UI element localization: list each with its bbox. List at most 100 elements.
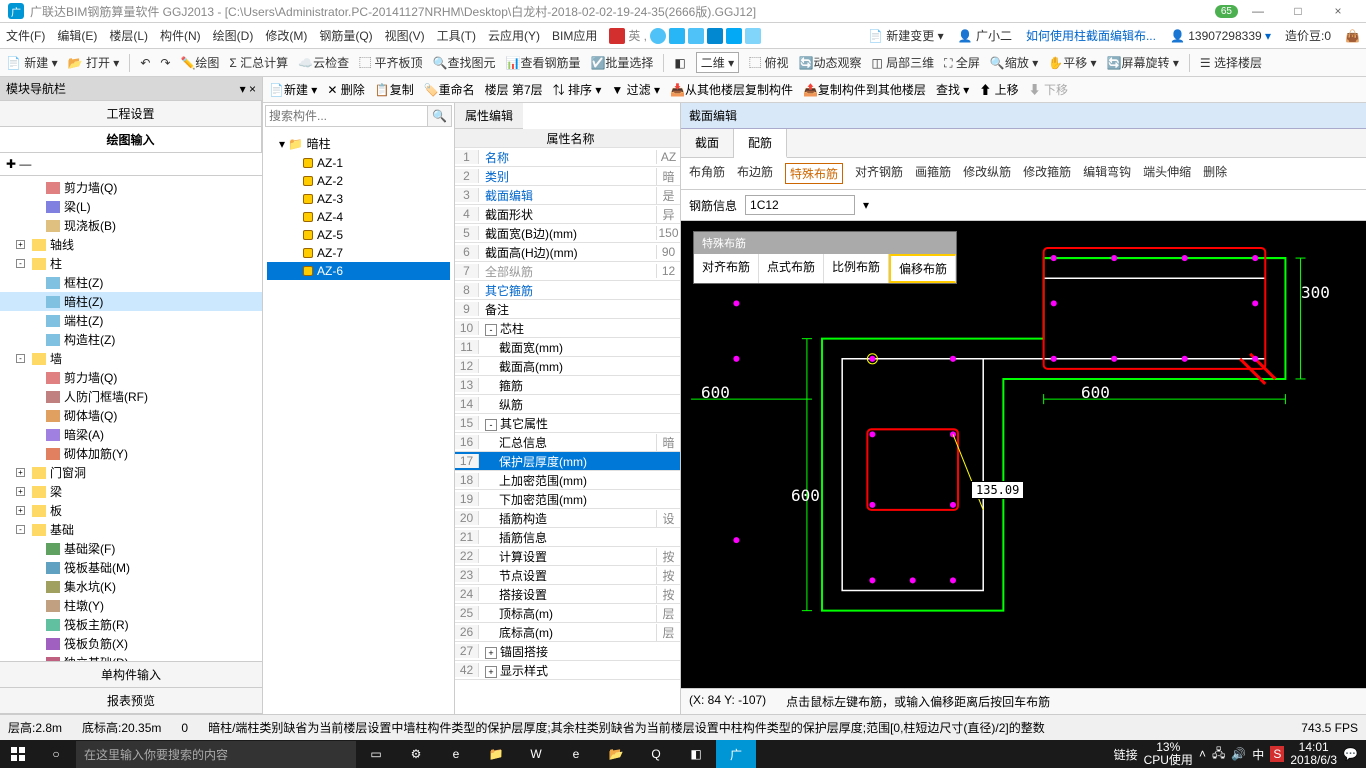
menu-file[interactable]: 文件(F) (6, 27, 45, 44)
close-button[interactable]: × (1318, 4, 1358, 18)
prop-row[interactable]: 16汇总信息暗 (455, 433, 680, 452)
prop-row[interactable]: 10-芯柱 (455, 319, 680, 338)
tb2-copyto[interactable]: 📤复制构件到其他楼层 (803, 81, 926, 98)
tb-nav-icon[interactable]: ◧ (674, 56, 685, 70)
menu-floor[interactable]: 楼层(L) (109, 27, 148, 44)
prop-row[interactable]: 25顶标高(m)层 (455, 604, 680, 623)
tb-new[interactable]: 📄 新建 ▾ (6, 54, 58, 71)
tree-item[interactable]: -墙 (0, 349, 262, 368)
tb-orbit[interactable]: 🔄动态观察 (799, 54, 862, 71)
tree-item[interactable]: 端柱(Z) (0, 311, 262, 330)
coin-icon[interactable]: 👜 (1345, 29, 1360, 43)
tb2-rename[interactable]: 🏷️重命名 (424, 81, 475, 98)
prop-row[interactable]: 4截面形状异 (455, 205, 680, 224)
menu-edit[interactable]: 编辑(E) (57, 27, 97, 44)
app-icon-5[interactable]: e (556, 740, 596, 768)
tree-item[interactable]: +梁 (0, 482, 262, 501)
cvtb-item[interactable]: 端头伸缩 (1143, 163, 1191, 184)
az-item[interactable]: AZ-3 (267, 190, 450, 208)
app-icon-4[interactable]: W (516, 740, 556, 768)
cvtb-item[interactable]: 布边筋 (737, 163, 773, 184)
tree-item[interactable]: 构造柱(Z) (0, 330, 262, 349)
menu-cloud[interactable]: 云应用(Y) (488, 27, 540, 44)
tree-item[interactable]: -柱 (0, 254, 262, 273)
prop-row[interactable]: 20插筋构造设 (455, 509, 680, 528)
tray-ime-icon[interactable]: 中 (1252, 746, 1264, 763)
tab-project[interactable]: 工程设置 (0, 101, 262, 126)
prop-row[interactable]: 17保护层厚度(mm) (455, 452, 680, 471)
tb-open[interactable]: 📂 打开 ▾ (68, 54, 120, 71)
ime-icon-7[interactable] (745, 28, 761, 44)
az-item[interactable]: AZ-1 (267, 154, 450, 172)
tb2-floor[interactable]: 楼层 第7层 (485, 81, 543, 98)
search-button[interactable]: 🔍 (427, 106, 451, 126)
tb2-copy[interactable]: 📋复制 (375, 81, 414, 98)
cortana-icon[interactable]: ○ (36, 740, 76, 768)
ime-icon-2[interactable] (650, 28, 666, 44)
tree-item[interactable]: 砌体加筋(Y) (0, 444, 262, 463)
tree-item[interactable]: 筏板主筋(R) (0, 615, 262, 634)
cvtb-item[interactable]: 修改纵筋 (963, 163, 1011, 184)
menu-view[interactable]: 视图(V) (385, 27, 425, 44)
az-list[interactable]: ▾ 📁 暗柱AZ-1AZ-2AZ-3AZ-4AZ-5AZ-7AZ-6 (263, 129, 454, 714)
minimize-button[interactable]: — (1238, 4, 1278, 18)
prop-row[interactable]: 13箍筋 (455, 376, 680, 395)
app-icon-1[interactable]: ⚙ (396, 740, 436, 768)
tb-full[interactable]: ⛶ 全屏 (944, 54, 980, 71)
tb-rotate[interactable]: 🔄屏幕旋转 ▾ (1107, 54, 1179, 71)
tb-sum[interactable]: Σ 汇总计算 (229, 54, 288, 71)
az-item[interactable]: AZ-6 (267, 262, 450, 280)
tree-item[interactable]: 集水坑(K) (0, 577, 262, 596)
prop-row[interactable]: 22计算设置按 (455, 547, 680, 566)
tray-vol-icon[interactable]: 🔊 (1231, 747, 1246, 761)
tb-pan[interactable]: ✋平移 ▾ (1048, 54, 1096, 71)
tree-item[interactable]: 剪力墙(Q) (0, 178, 262, 197)
start-button[interactable] (0, 740, 36, 768)
tree-item[interactable]: 砌体墙(Q) (0, 406, 262, 425)
tb2-up[interactable]: ⬆ 上移 (979, 81, 1018, 98)
tb2-sort[interactable]: ⇅ 排序 ▾ (553, 81, 602, 98)
az-item[interactable]: AZ-4 (267, 208, 450, 226)
popup-item[interactable]: 偏移布筋 (889, 254, 956, 283)
cvtb-item[interactable]: 删除 (1203, 163, 1227, 184)
tray-link[interactable]: 链接 (1114, 746, 1138, 763)
app-icon-2[interactable]: e (436, 740, 476, 768)
prop-row[interactable]: 3截面编辑是 (455, 186, 680, 205)
prop-row[interactable]: 23节点设置按 (455, 566, 680, 585)
property-grid[interactable]: 1名称AZ2类别暗3截面编辑是4截面形状异5截面宽(B边)(mm)1506截面高… (455, 148, 680, 714)
measure-input[interactable]: 135.09 (971, 481, 1024, 499)
popup-item[interactable]: 比例布筋 (824, 254, 889, 283)
search-input[interactable] (266, 106, 427, 126)
prop-row[interactable]: 8其它箍筋 (455, 281, 680, 300)
tray-notif-icon[interactable]: 💬 (1343, 747, 1358, 761)
tree-item[interactable]: -基础 (0, 520, 262, 539)
app-icon-7[interactable]: Q (636, 740, 676, 768)
prop-row[interactable]: 12截面高(mm) (455, 357, 680, 376)
tree-item[interactable]: 筏板负筋(X) (0, 634, 262, 653)
tb-2d-combo[interactable]: 二维 ▾ (696, 52, 739, 73)
popup-item[interactable]: 点式布筋 (759, 254, 824, 283)
drawing-canvas[interactable]: 300 600 600 600 135.09 特殊布筋 对齐布筋点式布筋比例布筋… (681, 221, 1366, 688)
menu-component[interactable]: 构件(N) (160, 27, 201, 44)
cvtb-item[interactable]: 对齐钢筋 (855, 163, 903, 184)
tree-item[interactable]: 梁(L) (0, 197, 262, 216)
tb-find[interactable]: 🔍查找图元 (433, 54, 496, 71)
help-link[interactable]: 如何使用柱截面编辑布... (1026, 27, 1156, 44)
tb2-copyfrom[interactable]: 📥从其他楼层复制构件 (670, 81, 793, 98)
new-change-button[interactable]: 📄 新建变更 ▾ (868, 27, 944, 44)
ime-icon-5[interactable] (707, 28, 723, 44)
popup-item[interactable]: 对齐布筋 (694, 254, 759, 283)
tb-cloud[interactable]: ☁️云检查 (298, 54, 349, 71)
tb2-find[interactable]: 查找 ▾ (936, 81, 969, 98)
prop-row[interactable]: 5截面宽(B边)(mm)150 (455, 224, 680, 243)
tab-draw-input[interactable]: 绘图输入 (0, 127, 262, 152)
prop-row[interactable]: 24搭接设置按 (455, 585, 680, 604)
az-item[interactable]: AZ-2 (267, 172, 450, 190)
cvtb-item[interactable]: 特殊布筋 (785, 163, 843, 184)
tree-item[interactable]: 独立基础(D) (0, 653, 262, 661)
prop-row[interactable]: 42+显示样式 (455, 661, 680, 680)
prop-row[interactable]: 26底标高(m)层 (455, 623, 680, 642)
menu-bim[interactable]: BIM应用 (552, 27, 597, 44)
az-item[interactable]: AZ-7 (267, 244, 450, 262)
maximize-button[interactable]: □ (1278, 4, 1318, 18)
